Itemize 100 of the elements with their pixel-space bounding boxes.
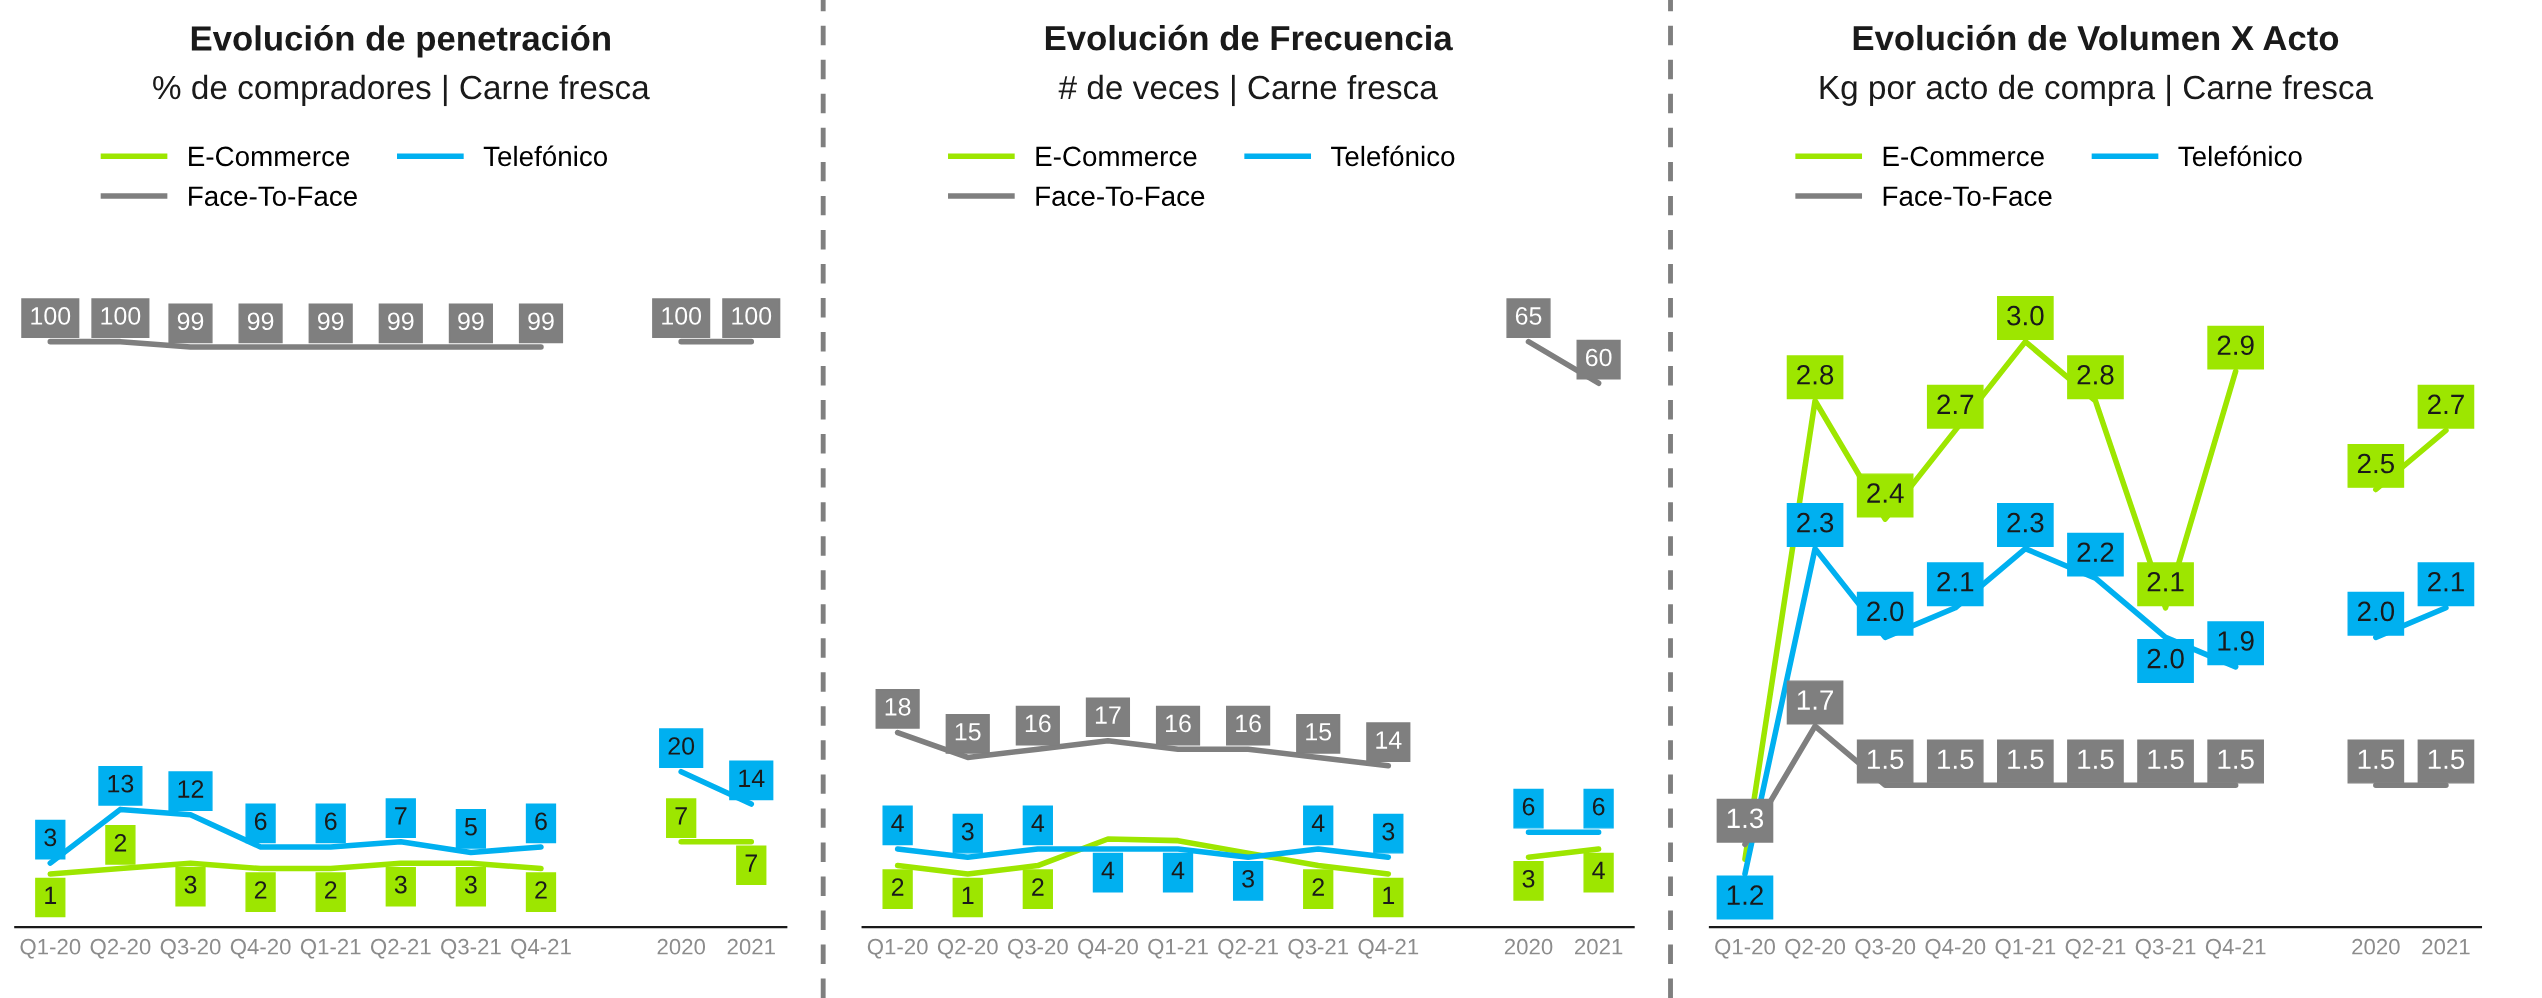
data-label: 99 [388,312,414,331]
data-label: 99 [458,312,484,331]
data-label: 7 [675,807,687,825]
x-tick-label: Q4-21 [511,938,571,959]
data-label: 2.1 [2147,571,2184,592]
data-label: 6 [254,812,267,831]
data-label: 16 [1236,714,1261,733]
x-tick-label: 2021 [2422,938,2470,955]
x-tick-label: 2020 [2352,938,2400,955]
data-label: 3 [394,875,407,894]
data-label: 100 [31,307,71,325]
chart-title: Evolución de penetración [191,24,610,58]
x-tick-label: Q3-21 [2135,938,2196,959]
x-tick-label: 2020 [657,938,706,955]
chart-subtitle: # de veces | Carne fresca [1058,74,1438,107]
legend-label: Telefónico [2178,145,2302,167]
data-label: 1.5 [2008,749,2044,770]
data-label: 2.1 [1937,571,1974,592]
x-tick-label: Q2-20 [1785,938,1846,959]
x-tick-label: Q4-21 [2205,938,2266,959]
data-label: 3 [1382,822,1395,841]
data-label: 7 [745,854,757,872]
data-label: 1.5 [2428,749,2465,770]
data-label: 1 [962,886,974,904]
legend-label: E-Commerce [189,146,350,167]
data-label: 20 [668,737,695,755]
x-tick-label: 2021 [1575,938,1623,955]
data-label: 18 [885,697,911,716]
x-tick-label: Q4-20 [1078,938,1138,959]
data-label: 4 [1311,814,1325,832]
data-label: 2.8 [2077,364,2114,385]
data-label: 99 [317,312,344,331]
data-label: 1 [45,886,57,904]
data-label: 3 [184,875,197,894]
data-label: 14 [1376,731,1402,749]
x-tick-label: Q3-20 [1008,938,1068,959]
x-tick-label: Q3-20 [160,938,221,959]
data-label: 2 [114,833,127,852]
data-label: 2 [1312,878,1324,896]
data-label: 13 [108,774,134,793]
data-label: 4 [891,814,904,832]
data-label: 2 [535,881,547,899]
x-tick-label: Q2-20 [937,938,998,959]
x-tick-label: Q3-21 [441,938,501,959]
x-tick-label: Q2-21 [2065,938,2126,959]
data-label: 2.5 [2357,453,2394,474]
data-label: 17 [1095,706,1121,724]
chart-title: Evolución de Frecuencia [1045,24,1453,51]
data-label: 4 [1171,861,1185,880]
legend-label: Telefónico [483,145,608,167]
data-label: 99 [247,312,274,331]
data-label: 15 [955,723,981,741]
data-label: 4 [1031,814,1045,832]
data-label: 60 [1585,348,1612,367]
data-label: 2 [325,881,337,899]
data-label: 16 [1025,714,1051,733]
data-label: 3 [961,822,974,841]
data-label: 2 [1032,878,1044,896]
data-label: 12 [178,780,204,798]
data-label: 1.5 [1867,749,1904,770]
legend-label: Face-To-Face [1036,186,1205,207]
data-label: 3 [1242,869,1254,888]
x-tick-label: Q4-20 [1925,938,1986,959]
data-label: 14 [739,769,765,787]
legend-label: E-Commerce [1036,146,1197,167]
data-label: 2.4 [1867,483,1904,503]
x-tick-label: Q4-21 [1358,938,1419,959]
data-label: 2.3 [2007,512,2044,533]
x-tick-label: Q2-20 [90,938,151,959]
legend-label: E-Commerce [1883,146,2044,167]
x-tick-label: Q1-20 [1715,938,1775,959]
legend-label: Face-To-Face [1883,186,2052,207]
data-label: 2.7 [2428,394,2464,414]
data-label: 2.0 [1867,601,1904,622]
data-label: 1.3 [1727,808,1764,829]
data-label: 5 [464,818,477,836]
data-label: 2.7 [1937,394,1974,414]
data-label: 2.3 [1797,512,1834,533]
data-label: 100 [101,307,141,325]
x-tick-label: Q2-21 [1218,938,1278,959]
data-label: 2.0 [2147,648,2184,669]
chart-title: Evolución de Volumen X Acto [1853,24,2339,51]
x-tick-label: Q1-21 [1995,938,2056,959]
data-label: 2.2 [2077,542,2114,562]
data-label: 100 [662,307,702,325]
x-tick-label: Q2-21 [370,938,431,959]
data-label: 15 [1306,723,1332,741]
data-label: 1.5 [2148,749,2184,770]
data-label: 6 [1592,797,1605,816]
x-tick-label: Q1-21 [1148,938,1208,959]
legend-label: Face-To-Face [189,186,357,207]
x-tick-label: Q4-20 [230,938,291,959]
data-label: 2.9 [2217,335,2254,356]
legend-label: Telefónico [1331,145,1455,167]
chart-subtitle: Kg por acto de compra | Carne fresca [1820,74,2374,107]
x-tick-label: Q1-20 [20,938,81,959]
data-label: 6 [325,812,337,831]
data-label: 2.1 [2428,571,2464,592]
data-label: 3 [1522,869,1535,888]
data-label: 65 [1515,307,1542,325]
